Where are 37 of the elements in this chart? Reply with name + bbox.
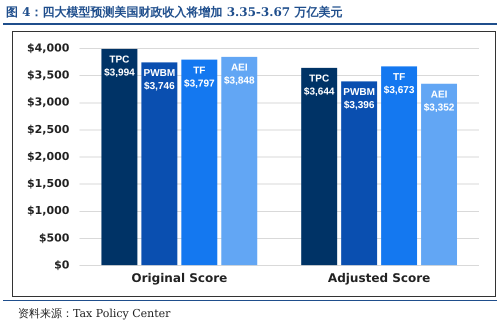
y-tick-label: $2,500 bbox=[26, 122, 70, 136]
x-tick-label: Original Score bbox=[131, 270, 228, 285]
data-label: $3,848 bbox=[224, 76, 255, 87]
bar bbox=[301, 68, 338, 266]
text: TF bbox=[392, 72, 406, 84]
bar bbox=[221, 56, 258, 266]
y-tick-label: $2,000 bbox=[26, 150, 70, 163]
y-tick-label: $500 bbox=[38, 231, 70, 244]
bar bbox=[421, 84, 458, 266]
data-label: $3,644 bbox=[304, 86, 335, 98]
series-label: TF bbox=[193, 65, 206, 76]
data-label: $3,396 bbox=[344, 100, 375, 112]
series-label: TPC bbox=[109, 54, 130, 66]
y-tick-label: $3,000 bbox=[26, 96, 70, 109]
data-label: $3,994 bbox=[104, 68, 136, 79]
y-tick-label: $0 bbox=[54, 258, 70, 272]
bar bbox=[341, 81, 378, 266]
bar bbox=[101, 48, 138, 266]
y-tick-label: $1,000 bbox=[26, 204, 70, 218]
chart-title: 图 4：四大模型预测美国财政收入将增加 3.35-3.67 万亿美元 bbox=[6, 4, 342, 21]
data-label: $3,746 bbox=[144, 81, 176, 92]
data-label: $3,673 bbox=[384, 85, 415, 96]
bar bbox=[181, 60, 218, 266]
x-tick-label: Adjusted Score bbox=[328, 270, 430, 285]
y-tick-label: $3,500 bbox=[26, 68, 70, 82]
y-tick-label: $4,000 bbox=[26, 41, 70, 54]
text: 资料来源：Tax Policy Center bbox=[18, 306, 170, 321]
text: AEI bbox=[430, 90, 448, 101]
data-label: $3,352 bbox=[424, 102, 455, 114]
y-tick-label: $1,500 bbox=[26, 177, 70, 190]
text: TPC bbox=[309, 74, 330, 85]
bar bbox=[141, 62, 178, 266]
text: PWBM bbox=[343, 87, 375, 98]
series-label: AEI bbox=[230, 62, 248, 74]
data-label: $3,797 bbox=[184, 78, 216, 90]
series-label: PWBM bbox=[144, 68, 176, 80]
bar bbox=[381, 66, 418, 266]
